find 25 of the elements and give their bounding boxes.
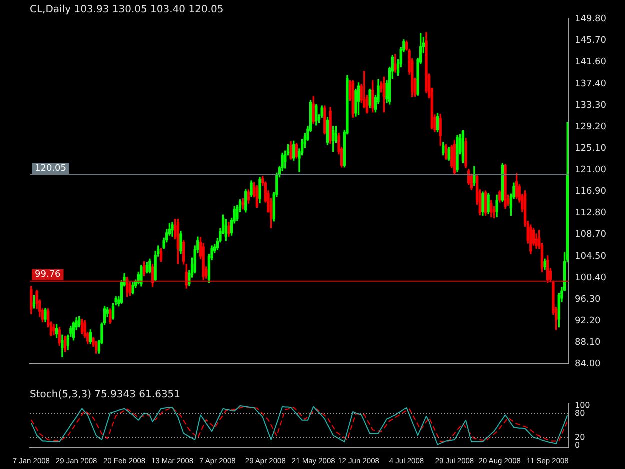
y-tick-label: 20 bbox=[575, 433, 586, 442]
y-tick-label: 133.30 bbox=[575, 100, 607, 111]
y-tick-label: 112.80 bbox=[575, 208, 607, 218]
y-tick-label: 92.20 bbox=[575, 316, 602, 326]
y-tick-label: 125.10 bbox=[575, 144, 607, 154]
y-tick-label: 121.00 bbox=[575, 165, 607, 176]
ref-line-label: 120.05 bbox=[35, 164, 66, 174]
y-tick-label: 141.60 bbox=[575, 57, 607, 68]
y-tick-label: 104.50 bbox=[575, 252, 607, 262]
ref-line-label: 99.76 bbox=[35, 270, 62, 280]
y-tick-label: 0 bbox=[575, 441, 580, 450]
chart-title: Stoch(5,3,3) 75.9343 61.6351 bbox=[30, 390, 181, 401]
y-tick-label: 145.70 bbox=[575, 36, 607, 46]
y-tick-label: 88.10 bbox=[575, 338, 602, 348]
y-tick-label: 137.40 bbox=[575, 79, 607, 90]
y-tick-label: 116.90 bbox=[575, 186, 607, 197]
y-tick-label: 100 bbox=[575, 401, 590, 410]
y-tick-label: 80 bbox=[575, 409, 586, 418]
y-tick-label: 100.40 bbox=[575, 273, 607, 284]
y-tick-label: 149.80 bbox=[575, 14, 607, 24]
chart-title: CL,Daily 103.93 130.05 103.40 120.05 bbox=[30, 4, 224, 16]
y-tick-label: 108.70 bbox=[575, 230, 607, 240]
y-tick-label: 84.00 bbox=[575, 359, 602, 370]
y-tick-label: 129.20 bbox=[575, 122, 607, 132]
y-tick-label: 96.30 bbox=[575, 294, 602, 305]
